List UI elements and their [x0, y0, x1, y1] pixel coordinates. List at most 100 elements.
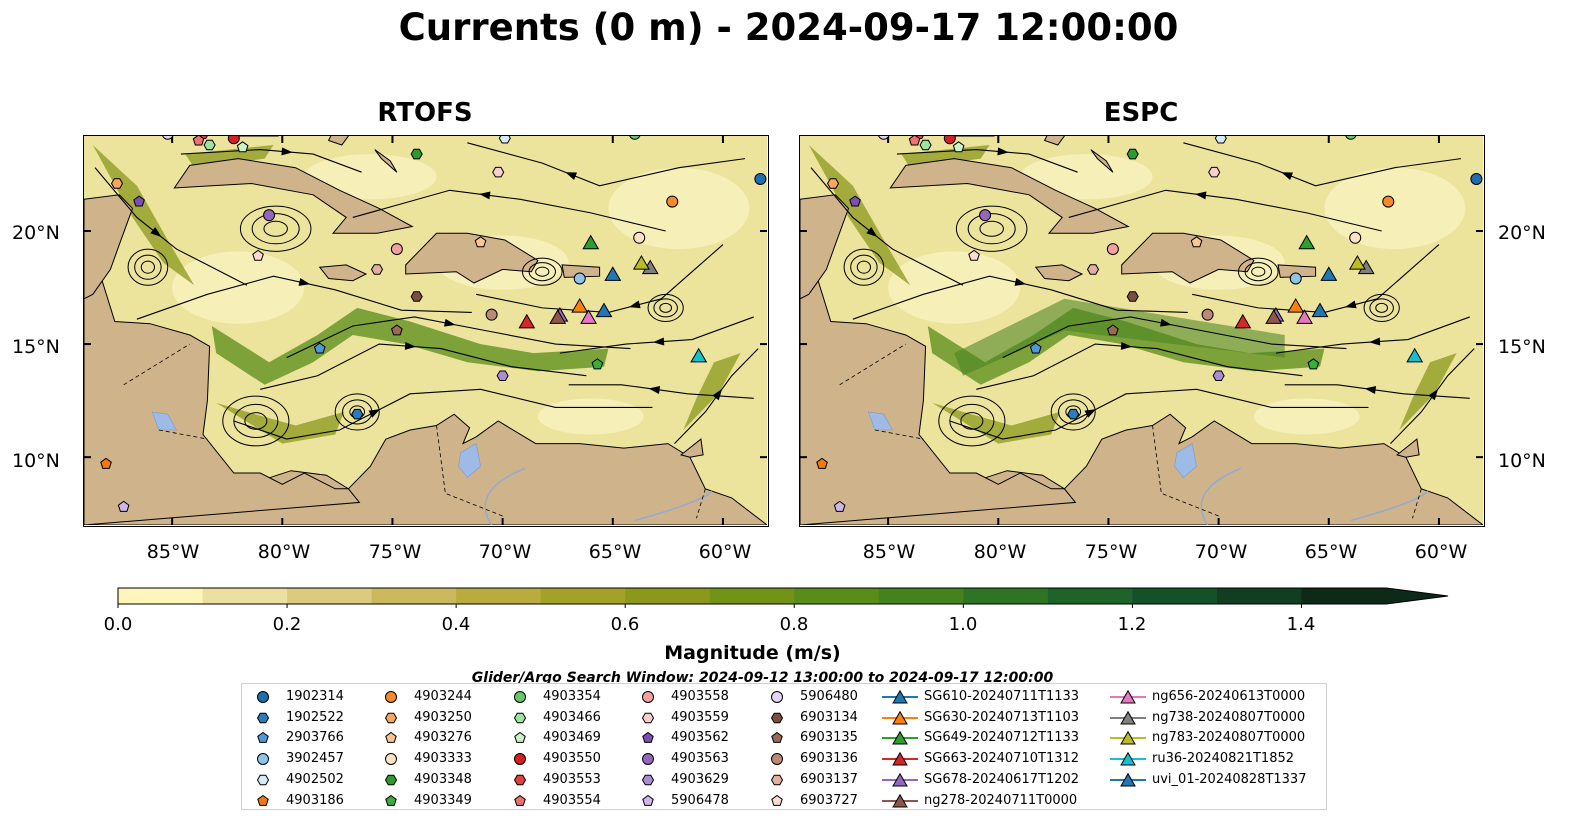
legend-item: 6903134 [768, 708, 882, 728]
legend-item: 4903558 [639, 687, 768, 707]
legend-item: 6903135 [768, 728, 882, 748]
figure-title: Currents (0 m) - 2024-09-17 12:00:00 [398, 6, 1179, 49]
lat-label-10n-right: 10°N [1498, 450, 1546, 472]
legend-marker [771, 691, 783, 703]
legend-item: 3902457 [254, 749, 382, 769]
marker-4903559 [1208, 166, 1221, 178]
legend-marker [385, 732, 397, 744]
legend-marker [641, 774, 655, 786]
marker-4903563 [263, 209, 276, 222]
legend-label: 4903466 [543, 709, 601, 725]
legend-marker [514, 691, 526, 703]
legend-marker [892, 751, 908, 766]
marker-6903136 [1201, 308, 1214, 321]
lon-label-65w-right: 65°W [1304, 541, 1358, 563]
marker-1902522 [1067, 408, 1080, 420]
legend-label: 4903554 [543, 792, 601, 808]
lon-label-65w-left: 65°W [588, 541, 642, 563]
legend: 1902314 1902522 2903766 3902457 4902502 49031… [241, 683, 1327, 810]
marker-4903250 [110, 178, 124, 189]
legend-marker [384, 774, 398, 786]
marker-4903354 [1345, 136, 1357, 140]
marker-4903354 [629, 136, 641, 140]
marker-ng278-20240711T0000 [1265, 309, 1283, 324]
legend-marker [770, 712, 784, 723]
legend-marker [513, 712, 527, 723]
legend-item: 4903354 [511, 687, 639, 707]
legend-marker [892, 731, 908, 745]
legend-label: 5906480 [800, 689, 858, 704]
lat-label-20n-right: 20°N [1498, 222, 1546, 244]
colorbar-segment [202, 588, 288, 604]
legend-marker [770, 774, 784, 786]
marker-1902314 [754, 172, 767, 185]
legend-item: 6903727 [768, 791, 882, 811]
colorbar-tick-3: 0.6 [610, 614, 640, 635]
legend-marker [1120, 772, 1136, 787]
colorbar-segment [963, 588, 1049, 604]
marker-4903276 [474, 236, 487, 248]
legend-label: 6903727 [800, 792, 858, 808]
legend-item: SG630-20240713T1103 [882, 708, 1110, 728]
legend-marker [257, 732, 269, 744]
legend-marker [771, 794, 783, 806]
legend-label: ng656-20240613T0000 [1152, 689, 1306, 704]
colorbar-segment [1132, 588, 1218, 604]
lon-label-80w-left: 80°W [257, 541, 311, 563]
legend-marker [771, 753, 783, 766]
marker-2903766 [1029, 342, 1042, 354]
colorbar-tick-2: 0.4 [441, 614, 471, 635]
legend-item: 2903766 [254, 728, 382, 748]
marker-4903244 [666, 195, 679, 208]
colorbar-segment [625, 588, 711, 604]
marker-5906480 [162, 136, 174, 140]
marker-4903469 [236, 141, 249, 153]
colorbar-segment [287, 588, 373, 604]
legend-marker [642, 732, 654, 744]
marker-SG610-20240711T1133 [604, 266, 622, 281]
marker-SG630-20240713T1103 [571, 298, 589, 313]
lat-label-20n-left: 20°N [12, 222, 60, 244]
legend-item: 4903550 [511, 749, 639, 769]
colorbar-tick-4: 0.8 [779, 614, 809, 635]
legend-marker [642, 691, 654, 703]
legend-marker [385, 753, 397, 766]
legend-label: 4903629 [671, 771, 729, 787]
colorbar-extend-arrow [1386, 588, 1448, 604]
legend-item: ng783-20240807T0000 [1110, 728, 1320, 748]
marker-4903349 [591, 358, 604, 370]
legend-label: 4903354 [543, 689, 601, 704]
marker-4902502 [1214, 136, 1227, 144]
legend-marker [1120, 710, 1136, 725]
legend-marker [385, 691, 397, 703]
legend-marker [513, 774, 527, 786]
marker-3902457 [573, 272, 586, 285]
marker-4903629 [496, 370, 509, 381]
marker-4903554 [908, 136, 921, 146]
marker-6903134 [410, 291, 423, 302]
colorbar-segment [794, 588, 880, 604]
marker-6903727 [968, 249, 980, 261]
legend-marker [892, 793, 908, 807]
legend-marker [385, 794, 397, 806]
lon-label-60w-right: 60°W [1414, 541, 1468, 563]
legend-label: uvi_01-20240828T1337 [1152, 771, 1307, 787]
legend-label: 6903137 [800, 771, 858, 787]
legend-item: 4903186 [254, 791, 382, 811]
marker-ng278-20240711T0000 [549, 309, 567, 324]
colorbar-segment [1301, 588, 1387, 604]
search-window-text: Glider/Argo Search Window: 2024-09-12 13… [471, 670, 1054, 686]
legend-marker [1120, 731, 1136, 745]
legend-marker [256, 712, 270, 723]
legend-label: SG630-20240713T1103 [924, 709, 1080, 725]
marker-4903333 [1349, 231, 1362, 244]
marker-SG610-20240711T1133 [1320, 266, 1338, 281]
marker-4903466 [919, 139, 932, 151]
legend-marker [514, 732, 526, 744]
lon-label-75w-left: 75°W [368, 541, 422, 563]
colorbar-label: Magnitude (m/s) [664, 642, 841, 664]
legend-label: 3902457 [286, 751, 344, 767]
legend-item: 4903469 [511, 728, 639, 748]
legend-label: 4903550 [543, 751, 601, 767]
marker-ng656-20240613T0000 [580, 309, 597, 324]
